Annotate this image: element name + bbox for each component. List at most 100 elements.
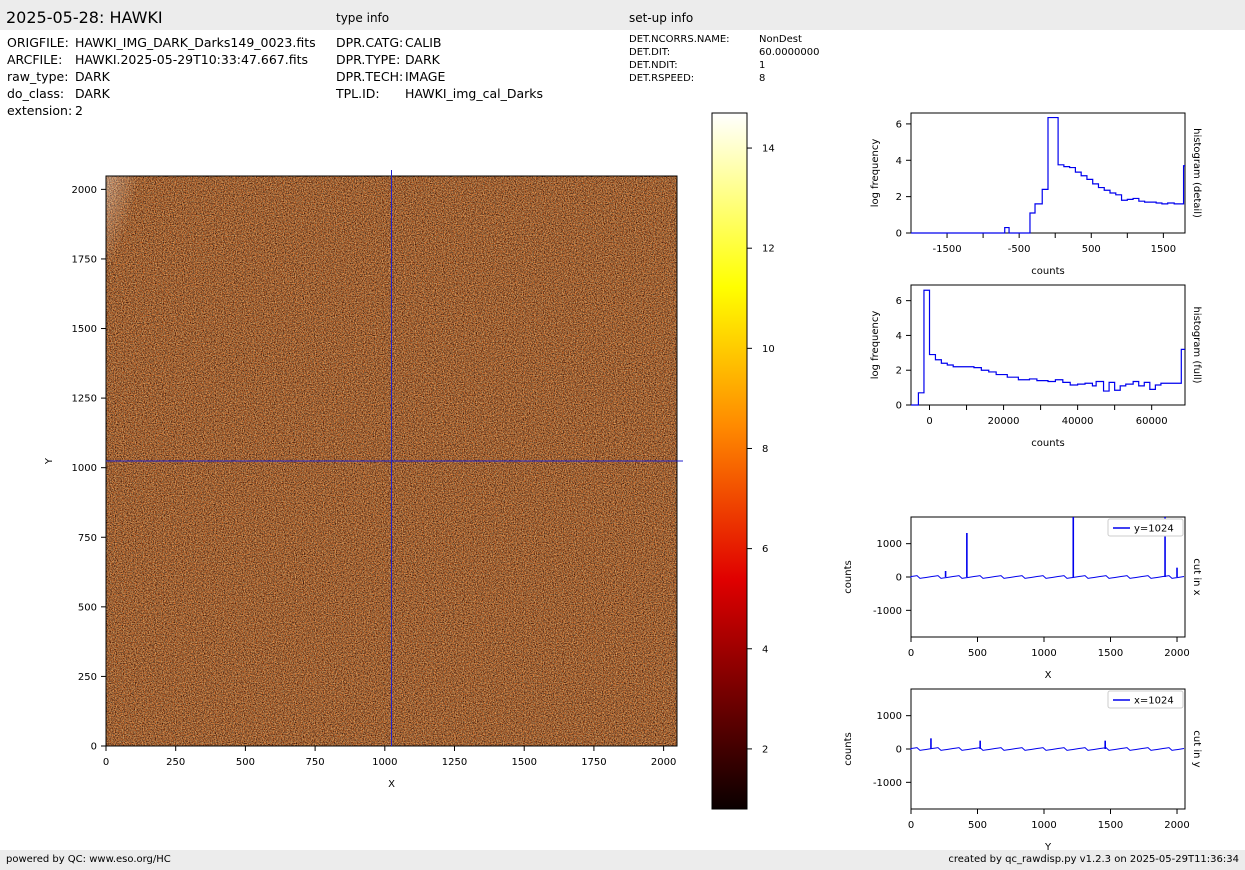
hist-detail-xtick-label-0: -1500: [933, 244, 962, 255]
cut-y-xtick-label-0: 0: [908, 820, 914, 831]
cut-x-xlabel: X: [1045, 670, 1052, 681]
colorbar: 2 4 6 8 10 12 14: [711, 112, 775, 810]
rspeed-value: 8: [759, 73, 766, 84]
footer-created-by: created by qc_rawdisp.py v1.2.3 on 2025-…: [948, 854, 1239, 865]
hist-detail-ytick-label-1: 2: [896, 192, 902, 203]
arcfile-value: HAWKI.2025-05-29T10:33:47.667.fits: [75, 52, 308, 67]
hist-full-frame: [910, 284, 1186, 406]
hist-full-xtick-label-3: 60000: [1136, 416, 1168, 427]
hist-full-ylabel: log frequency: [870, 311, 881, 380]
raw-type-value: DARK: [75, 69, 110, 84]
cut-y-legend-label: x=1024: [1134, 696, 1174, 707]
dpr-tech-key: DPR.TECH:: [336, 69, 404, 84]
dpr-type-value: DARK: [405, 52, 440, 67]
hist-detail-ytick-label-2: 4: [896, 156, 902, 167]
image-xtick-label-6: 1500: [511, 757, 536, 768]
image-ylabel: Y: [44, 457, 55, 465]
cut-y-ytick-label-1: 0: [896, 745, 902, 756]
image-xtick-label-2: 500: [236, 757, 255, 768]
hist-full-ytick-label-3: 6: [896, 296, 902, 307]
extension-value: 2: [75, 103, 83, 118]
tpl-id-value: HAWKI_img_cal_Darks: [405, 86, 544, 101]
colorbar-tick-label-3: 8: [762, 444, 768, 455]
cut-y-ytick-label-2: 1000: [877, 711, 902, 722]
dpr-catg-key: DPR.CATG:: [336, 35, 404, 50]
footer-powered-by: powered by QC: www.eso.org/HC: [6, 854, 171, 865]
histogram-detail-panel: -1500 -500 500 1500 0 2 4 6 counts log frequency h…: [870, 112, 1202, 277]
colorbar-tick-label-4: 10: [762, 344, 775, 355]
image-ytick-label-0: 0: [91, 742, 97, 753]
cut-x-xtick-label-2: 1000: [1031, 648, 1056, 659]
cut-x-legend-label: y=1024: [1134, 524, 1174, 535]
hist-detail-xtick-label-3: 1500: [1151, 244, 1176, 255]
hist-detail-frame: [910, 112, 1186, 234]
hist-full-xtick-label-1: 20000: [988, 416, 1020, 427]
cut-y-xtick-label-4: 2000: [1164, 820, 1189, 831]
image-ytick-label-5: 1250: [72, 394, 97, 405]
page-title: 2025-05-28: HAWKI: [6, 8, 163, 27]
image-xtick-label-1: 250: [166, 757, 185, 768]
ncorrs-value: NonDest: [759, 34, 802, 45]
raw-type-key: raw_type:: [7, 69, 69, 84]
image-ytick-label-1: 250: [78, 672, 97, 683]
colorbar-gradient: [711, 112, 748, 810]
do-class-value: DARK: [75, 86, 110, 101]
hist-detail-ylabel: log frequency: [870, 139, 881, 208]
hist-full-ytick-label-2: 4: [896, 331, 902, 342]
dpr-type-key: DPR.TYPE:: [336, 52, 401, 67]
cut-y-ylabel: counts: [843, 732, 854, 765]
image-panel: 0 250 500 750 1000 1250 1500 1750 2000 0 250 500 750…: [44, 100, 683, 790]
header-band: [0, 0, 1245, 30]
cut-x-ytick-label-0: -1000: [873, 606, 902, 617]
cut-y-ytick-label-0: -1000: [873, 778, 902, 789]
arcfile-key: ARCFILE:: [7, 52, 63, 67]
hist-detail-histogram-line: [911, 116, 1185, 234]
dpr-tech-value: IMAGE: [405, 69, 446, 84]
image-xtick-label-5: 1250: [442, 757, 467, 768]
colorbar-tick-label-5: 12: [762, 244, 775, 255]
do-class-key: do_class:: [7, 86, 65, 101]
extension-key: extension:: [7, 103, 73, 118]
hist-detail-side-label: histogram (detail): [1191, 128, 1202, 218]
hist-detail-ytick-label-0: 0: [896, 229, 902, 240]
cut-y-legend-box: [1107, 690, 1184, 709]
colorbar-tick-label-6: 14: [762, 144, 775, 155]
colorbar-tick-label-1: 4: [762, 644, 768, 655]
dpr-catg-value: CALIB: [405, 35, 442, 50]
cut-x-side-label: cut in x: [1191, 558, 1202, 595]
type-info-heading: type info: [336, 11, 390, 25]
cut-x-xtick-label-4: 2000: [1164, 648, 1189, 659]
cut-x-xtick-label-3: 1500: [1098, 648, 1123, 659]
image-xtick-label-8: 2000: [651, 757, 676, 768]
hist-full-ytick-label-0: 0: [896, 401, 902, 412]
hist-full-xtick-label-0: 0: [926, 416, 932, 427]
origfile-value: HAWKI_IMG_DARK_Darks149_0023.fits: [75, 35, 316, 50]
hist-full-xlabel: counts: [1031, 438, 1064, 449]
cut-x-ytick-label-2: 1000: [877, 539, 902, 550]
cut-y-side-label: cut in y: [1191, 730, 1202, 767]
image-xtick-label-0: 0: [103, 757, 109, 768]
image-xtick-label-7: 1750: [581, 757, 606, 768]
hist-full-xtick-label-2: 40000: [1062, 416, 1094, 427]
cut-x-ylabel: counts: [843, 560, 854, 593]
cut-x-baseline: [910, 575, 1185, 579]
image-ytick-label-2: 500: [78, 602, 97, 613]
image-ytick-label-6: 1500: [72, 324, 97, 335]
rspeed-key: DET.RSPEED:: [629, 73, 695, 84]
cut-y-xlabel: Y: [1044, 842, 1052, 853]
hist-full-histogram-line: [911, 289, 1185, 406]
setup-info-heading: set-up info: [629, 11, 694, 25]
colorbar-tick-label-0: 2: [762, 744, 768, 755]
dit-key: DET.DIT:: [629, 47, 671, 58]
cut-y-xtick-label-2: 1000: [1031, 820, 1056, 831]
image-xtick-label-4: 1000: [372, 757, 397, 768]
hist-full-side-label: histogram (full): [1191, 306, 1202, 383]
image-ytick-label-3: 750: [78, 533, 97, 544]
hist-detail-xlabel: counts: [1031, 266, 1064, 277]
footer-band: [0, 850, 1245, 870]
hist-detail-ytick-label-3: 6: [896, 119, 902, 130]
image-ytick-label-8: 2000: [72, 185, 97, 196]
